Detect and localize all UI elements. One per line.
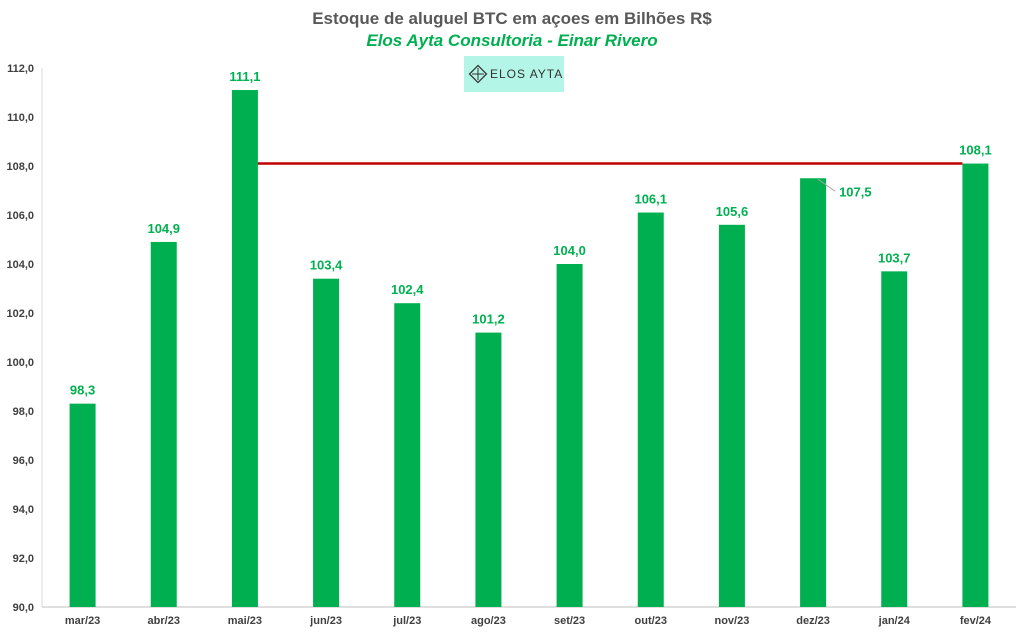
bar-jun-23: [313, 278, 340, 607]
x-tick-label: out/23: [635, 615, 667, 627]
data-label: 108,1: [959, 143, 992, 158]
x-tick-label: dez/23: [796, 615, 830, 627]
logo-mark-icon: [468, 64, 488, 84]
x-tick-label: mar/23: [65, 615, 100, 627]
bar-mar-23: [69, 403, 96, 607]
bar-set-23: [556, 264, 583, 607]
x-axis-ticks: mar/23 abr/23 mai/23 jun/23 jul/23 ago/23 set/…: [65, 615, 992, 627]
data-label: 101,2: [472, 312, 505, 327]
bars: [69, 90, 989, 608]
y-tick-label: 112,0: [7, 63, 34, 75]
x-tick-label: abr/23: [148, 615, 180, 627]
data-labels: 98,3 104,9 111,1 103,4 102,4 101,2 104,0 106,1 1…: [70, 69, 992, 398]
data-label: 111,1: [229, 69, 260, 84]
data-label: 106,1: [634, 192, 667, 207]
y-tick-label: 102,0: [6, 308, 34, 320]
data-label: 104,9: [147, 221, 180, 236]
bar-abr-23: [150, 241, 177, 607]
data-label-leader-line: [817, 178, 836, 192]
y-tick-label: 100,0: [6, 357, 34, 369]
y-tick-label: 106,0: [6, 210, 34, 222]
y-tick-label: 94,0: [13, 504, 34, 516]
y-tick-label: 110,0: [7, 112, 34, 124]
x-tick-label: set/23: [554, 615, 585, 627]
x-tick-label: jul/23: [392, 615, 421, 627]
x-tick-label: nov/23: [714, 615, 749, 627]
y-axis-ticks: 90,0 92,0 94,0 96,0 98,0 100,0 102,0 104,0 106,0…: [6, 63, 34, 614]
bar-fev-24: [962, 163, 989, 608]
elos-ayta-logo: ELOS AYTA: [464, 56, 564, 92]
data-label: 102,4: [391, 282, 424, 297]
data-label: 107,5: [839, 184, 872, 199]
x-tick-label: jun/23: [309, 615, 342, 627]
y-tick-label: 92,0: [13, 553, 34, 565]
chart-subtitle: Elos Ayta Consultoria - Einar Rivero: [366, 31, 657, 50]
y-tick-label: 90,0: [13, 602, 34, 614]
bar-ago-23: [475, 332, 502, 607]
data-label: 105,6: [716, 204, 749, 219]
data-label: 98,3: [70, 383, 95, 398]
bar-mai-23: [231, 90, 258, 608]
axes: [41, 68, 1016, 608]
chart-title: Estoque de aluguel BTC em açoes em Bilhõ…: [312, 9, 712, 28]
logo-text: ELOS AYTA: [490, 67, 563, 81]
y-tick-label: 96,0: [13, 455, 34, 467]
bar-jul-23: [394, 303, 421, 607]
x-tick-label: ago/23: [471, 615, 506, 627]
x-tick-label: jan/24: [878, 615, 911, 627]
data-label: 104,0: [553, 243, 586, 258]
x-tick-label: mai/23: [228, 615, 262, 627]
bar-out-23: [637, 212, 664, 608]
bar-jan-24: [881, 271, 908, 607]
y-tick-label: 98,0: [13, 406, 34, 418]
bar-nov-23: [718, 224, 745, 608]
y-tick-label: 108,0: [6, 161, 34, 173]
data-label: 103,7: [878, 250, 911, 265]
x-tick-label: fev/24: [960, 615, 992, 627]
bar-dez-23: [800, 178, 827, 607]
y-tick-label: 104,0: [6, 259, 34, 271]
data-label: 103,4: [310, 258, 343, 273]
